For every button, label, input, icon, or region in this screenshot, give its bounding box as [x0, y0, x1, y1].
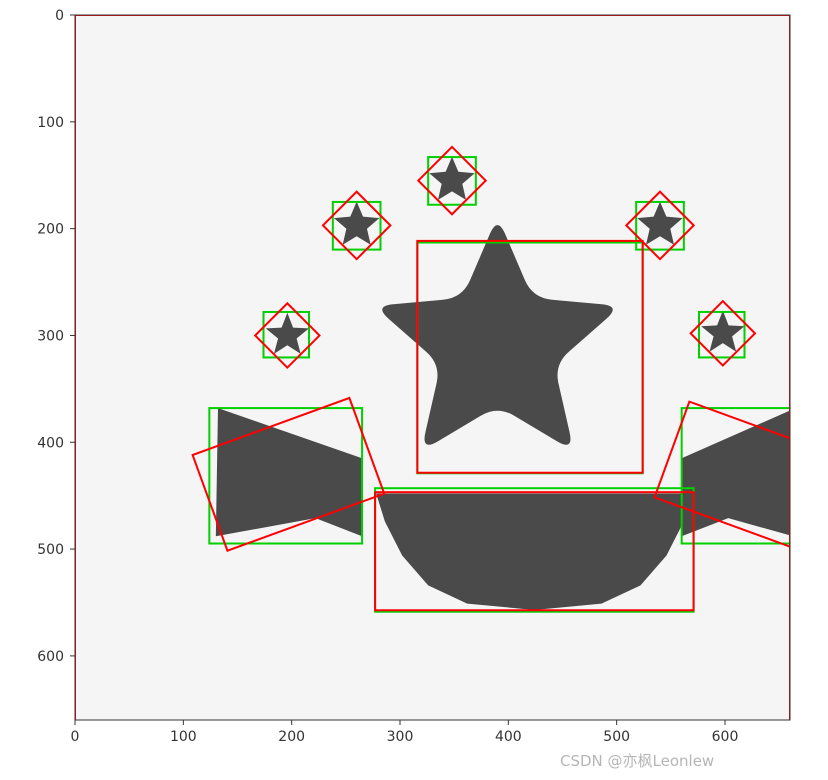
- xtick-label: 300: [387, 729, 414, 745]
- xtick-label: 200: [278, 729, 305, 745]
- xtick-label: 0: [71, 729, 80, 745]
- ytick-label: 600: [37, 649, 64, 665]
- ytick-label: 100: [37, 115, 64, 131]
- xtick-label: 500: [603, 729, 630, 745]
- xtick-label: 600: [712, 729, 739, 745]
- figure-root: 01002003004005006000100200300400500600 C…: [0, 0, 828, 780]
- xtick-label: 100: [170, 729, 197, 745]
- ytick-label: 0: [55, 8, 64, 24]
- plot-area: [75, 15, 790, 720]
- ytick-label: 200: [37, 222, 64, 238]
- xtick-label: 400: [495, 729, 522, 745]
- plot-canvas: 0 100 200 300 400 500 600 0 100 200 300 400 500 600: [0, 0, 828, 780]
- ytick-label: 500: [37, 542, 64, 558]
- ytick-label: 300: [37, 328, 64, 344]
- ytick-label: 400: [37, 435, 64, 451]
